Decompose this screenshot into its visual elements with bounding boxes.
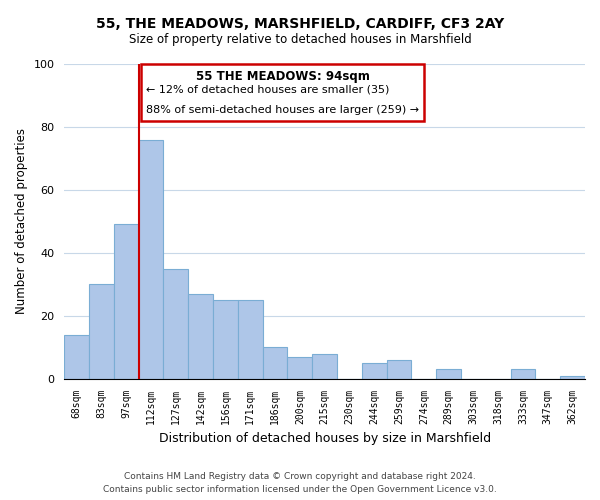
Text: 55, THE MEADOWS, MARSHFIELD, CARDIFF, CF3 2AY: 55, THE MEADOWS, MARSHFIELD, CARDIFF, CF… bbox=[96, 18, 504, 32]
Bar bbox=[287, 356, 312, 378]
Bar bbox=[362, 363, 386, 378]
Bar bbox=[511, 370, 535, 378]
Bar bbox=[163, 268, 188, 378]
Bar bbox=[64, 334, 89, 378]
Bar bbox=[213, 300, 238, 378]
Text: ← 12% of detached houses are smaller (35): ← 12% of detached houses are smaller (35… bbox=[146, 84, 390, 94]
X-axis label: Distribution of detached houses by size in Marshfield: Distribution of detached houses by size … bbox=[158, 432, 491, 445]
Text: Size of property relative to detached houses in Marshfield: Size of property relative to detached ho… bbox=[128, 32, 472, 46]
Bar bbox=[238, 300, 263, 378]
Text: Contains HM Land Registry data © Crown copyright and database right 2024.
Contai: Contains HM Land Registry data © Crown c… bbox=[103, 472, 497, 494]
Bar bbox=[188, 294, 213, 378]
FancyBboxPatch shape bbox=[141, 64, 424, 120]
Bar bbox=[114, 224, 139, 378]
Bar bbox=[89, 284, 114, 378]
Bar bbox=[312, 354, 337, 378]
Bar bbox=[139, 140, 163, 378]
Text: 88% of semi-detached houses are larger (259) →: 88% of semi-detached houses are larger (… bbox=[146, 106, 419, 116]
Bar bbox=[263, 347, 287, 378]
Y-axis label: Number of detached properties: Number of detached properties bbox=[15, 128, 28, 314]
Bar bbox=[386, 360, 412, 378]
Text: 55 THE MEADOWS: 94sqm: 55 THE MEADOWS: 94sqm bbox=[196, 70, 370, 84]
Bar bbox=[436, 370, 461, 378]
Bar bbox=[560, 376, 585, 378]
